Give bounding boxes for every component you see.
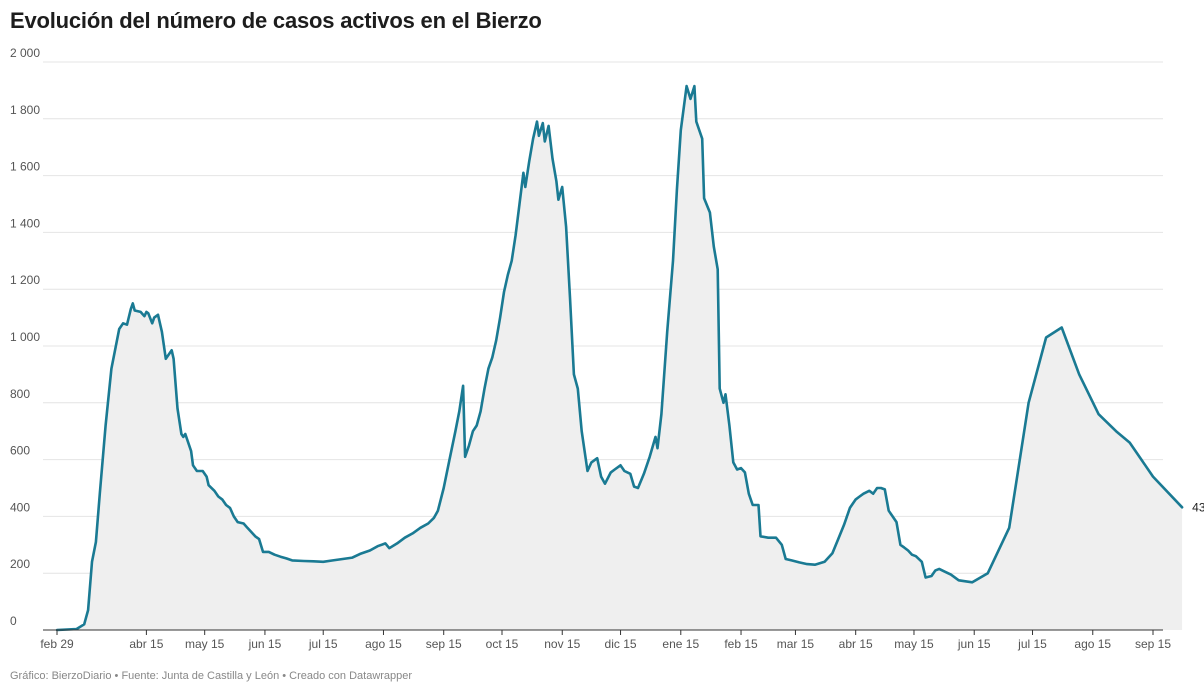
x-tick-label: dic 15 (605, 637, 637, 651)
x-axis-ticks: feb 29 abr 15 may 15 jun 15 jul 15 ago 15 sep … (40, 630, 1171, 651)
x-tick-label: ago 15 (365, 637, 402, 651)
y-tick-label: 2 000 (10, 46, 40, 60)
x-tick-label: jul 15 (1017, 637, 1047, 651)
area-fill (57, 86, 1183, 631)
y-tick-label: 1 000 (10, 330, 40, 344)
x-tick-label: sep 15 (1135, 637, 1171, 651)
x-tick-label: ago 15 (1074, 637, 1111, 651)
x-tick-label: jun 15 (957, 637, 991, 651)
y-tick-label: 800 (10, 387, 30, 401)
y-tick-label: 200 (10, 557, 30, 571)
y-tick-label: 0 (10, 614, 17, 628)
x-tick-label: oct 15 (486, 637, 519, 651)
end-value-label: 432 (1192, 500, 1204, 514)
y-tick-label: 1 800 (10, 103, 40, 117)
x-tick-label: nov 15 (544, 637, 580, 651)
y-tick-label: 400 (10, 500, 30, 514)
y-tick-label: 1 600 (10, 160, 40, 174)
y-axis-ticks: 0 200 400 600 800 1 000 1 200 1 400 1 600 1 800 2 … (10, 46, 40, 628)
x-tick-label: jul 15 (308, 637, 338, 651)
chart-footer: Gráfico: BierzoDiario • Fuente: Junta de… (10, 670, 413, 682)
area-layer: 432 (55, 84, 1204, 632)
x-tick-label: ene 15 (662, 637, 699, 651)
x-tick-label: mar 15 (777, 637, 815, 651)
x-tick-label: sep 15 (426, 637, 462, 651)
x-tick-label: may 15 (894, 637, 934, 651)
x-tick-label: feb 29 (40, 637, 74, 651)
y-tick-label: 1 200 (10, 273, 40, 287)
chart-title: Evolución del número de casos activos en… (10, 8, 542, 33)
x-tick-label: abr 15 (839, 637, 873, 651)
x-tick-label: feb 15 (724, 637, 758, 651)
x-tick-label: jun 15 (248, 637, 282, 651)
series-line (55, 84, 1184, 632)
y-tick-label: 1 400 (10, 216, 40, 230)
x-tick-label: may 15 (185, 637, 225, 651)
x-tick-label: abr 15 (129, 637, 163, 651)
y-tick-label: 600 (10, 444, 30, 458)
